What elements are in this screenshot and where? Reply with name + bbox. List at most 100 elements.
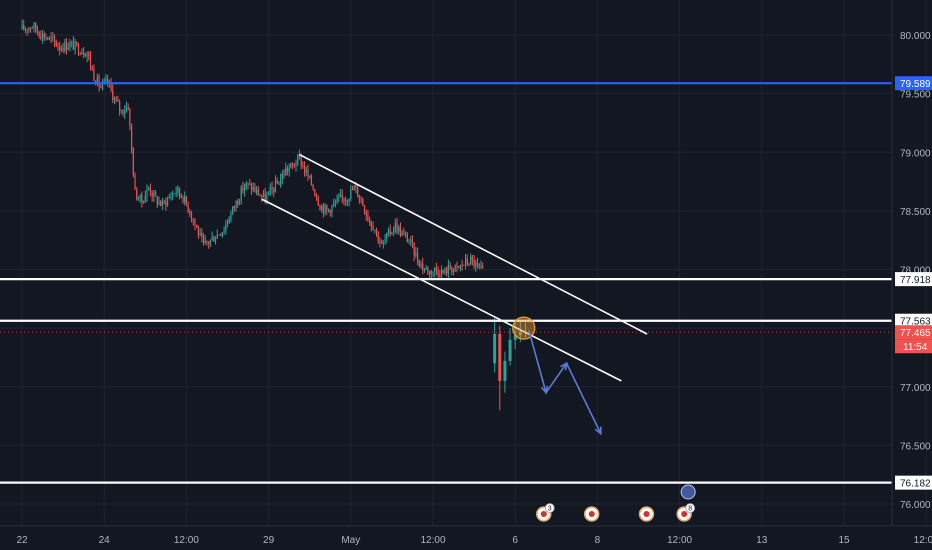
candle-body xyxy=(360,198,362,200)
event-count-badge xyxy=(544,503,555,513)
candle-body xyxy=(374,229,376,231)
event-marker-top[interactable] xyxy=(680,484,696,500)
candle-body xyxy=(475,262,477,267)
current-price-tag-bg xyxy=(895,325,932,340)
candle-body xyxy=(120,110,122,112)
candle-body xyxy=(375,229,378,232)
candle-body xyxy=(115,98,117,100)
candle-body xyxy=(458,266,460,268)
time-tick-label: May xyxy=(341,535,360,546)
price-tag-bg xyxy=(895,272,932,287)
price-tag-bg xyxy=(895,313,932,328)
highlight-circle[interactable] xyxy=(512,316,536,340)
candle-body xyxy=(81,52,83,55)
candle-body xyxy=(303,165,306,173)
candle-body xyxy=(184,195,186,203)
candles xyxy=(21,19,527,411)
candle-body xyxy=(65,42,68,50)
candle-body xyxy=(336,198,338,203)
candle-body xyxy=(446,268,448,274)
grid xyxy=(0,0,927,526)
candle-body xyxy=(451,268,453,272)
candle-body xyxy=(406,234,408,242)
candle-body xyxy=(464,258,467,265)
candle-body xyxy=(235,201,237,208)
candle-body xyxy=(47,38,49,40)
time-axis[interactable]: 22 24 12:00 29 May 12:00 6 8 12:00 13 15 12:00 xyxy=(16,535,932,546)
projection-path[interactable] xyxy=(528,330,602,435)
candle-body xyxy=(418,261,420,267)
candle-body xyxy=(211,237,213,240)
candle-body xyxy=(45,38,47,40)
candle-body xyxy=(398,227,400,232)
candle-body xyxy=(204,240,206,243)
event-marker-dot xyxy=(643,511,650,517)
candle-body xyxy=(250,184,253,191)
projection-arrowhead xyxy=(594,426,602,436)
candle-body xyxy=(295,164,297,167)
candle-body xyxy=(415,252,417,256)
candle-body xyxy=(117,99,119,102)
projection-arrowhead xyxy=(560,361,568,371)
price-tick-label: 79.500 xyxy=(900,90,931,101)
candle-body xyxy=(473,259,475,267)
candle-body xyxy=(331,205,333,214)
candle-body xyxy=(62,48,64,51)
candle-body xyxy=(470,256,472,265)
candle-body xyxy=(428,271,431,274)
candle-body xyxy=(84,54,86,57)
drawings xyxy=(261,153,648,436)
channel-lower-line[interactable] xyxy=(261,198,622,382)
candle-body xyxy=(208,242,210,244)
candle-body xyxy=(48,36,50,40)
candle-body xyxy=(55,41,57,47)
candle-body xyxy=(214,238,217,242)
candle-body xyxy=(324,205,326,213)
candle-body xyxy=(132,148,134,176)
candle-body xyxy=(269,187,271,192)
candle-body xyxy=(146,189,148,197)
candle-body xyxy=(363,205,366,213)
channel-upper-line[interactable] xyxy=(299,153,648,335)
candle-body xyxy=(327,209,330,211)
candle-body xyxy=(168,196,170,199)
candle-body xyxy=(345,200,347,202)
candle-body xyxy=(339,194,342,198)
candle-body xyxy=(50,36,52,38)
candle-body xyxy=(60,48,62,50)
candle-body xyxy=(201,232,203,237)
candle-body xyxy=(266,194,268,203)
candle-body xyxy=(503,360,507,381)
candle-body xyxy=(175,191,177,194)
candle-body xyxy=(387,229,390,234)
candle-body xyxy=(196,224,198,228)
candle-body xyxy=(122,110,124,114)
candle-body xyxy=(238,200,241,204)
candle-body xyxy=(432,271,434,275)
candle-body xyxy=(163,201,165,203)
candle-body xyxy=(59,46,61,50)
candle-body xyxy=(341,194,343,198)
candle-body xyxy=(372,226,374,231)
horizontal-lines xyxy=(0,82,892,484)
candle-body xyxy=(249,183,251,185)
time-tick-label: 22 xyxy=(16,535,28,546)
event-marker-dot xyxy=(681,511,688,517)
candle-body xyxy=(427,268,429,274)
time-tick-label: 6 xyxy=(512,535,518,546)
candle-body xyxy=(172,193,174,197)
candle-body xyxy=(411,239,414,243)
candle-body xyxy=(321,206,323,211)
candle-body xyxy=(199,232,201,236)
time-tick-label: 12:00 xyxy=(667,535,692,546)
candle-body xyxy=(190,214,193,219)
candle-body xyxy=(437,270,439,275)
candle-body xyxy=(177,187,179,192)
candle-body xyxy=(268,191,270,195)
candle-body xyxy=(254,187,256,193)
candle-body xyxy=(285,168,287,176)
candle-body xyxy=(151,193,153,197)
